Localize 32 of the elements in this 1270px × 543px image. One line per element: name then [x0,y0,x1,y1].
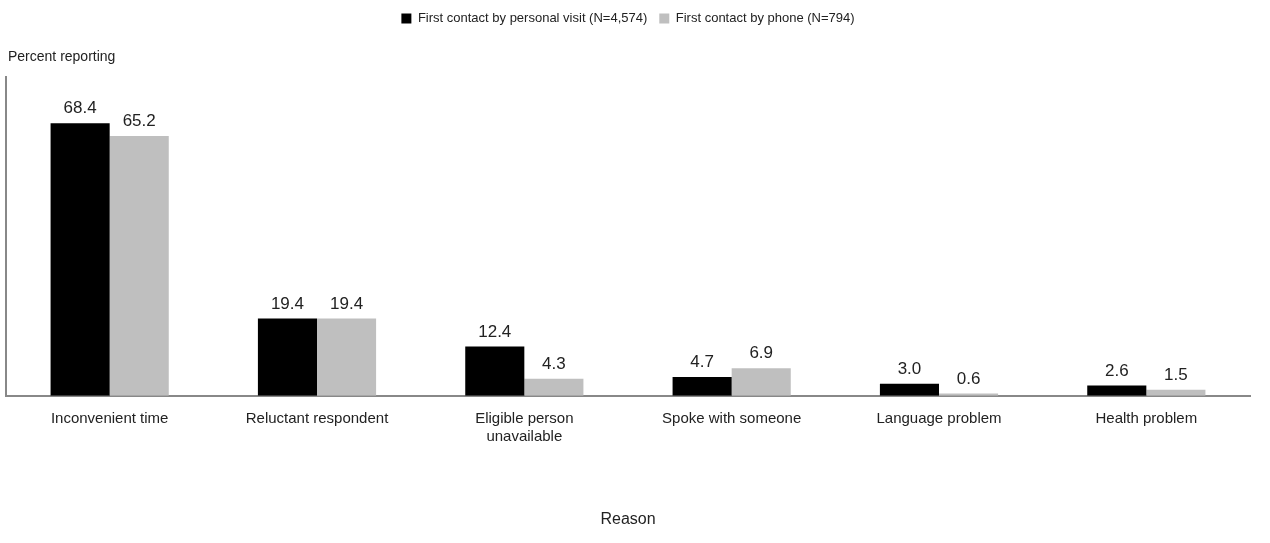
bar [257,318,317,396]
x-tick-label: Reluctant respondent [245,408,390,426]
data-label: 3.0 [897,359,922,379]
data-label: 6.9 [749,343,774,363]
legend-label: First contact by personal visit (N=4,574) [417,10,648,26]
data-label: 68.4 [63,98,97,118]
y-axis-title: Percent reporting [8,47,116,64]
data-label: 19.4 [330,293,364,313]
bar [109,135,169,396]
data-label: 12.4 [478,321,512,341]
x-tick-label: Language problem [876,408,1002,426]
data-label: 4.7 [690,352,714,372]
data-label: 4.3 [542,353,566,373]
bar [1087,385,1147,396]
bar [672,377,732,396]
x-tick-label: Health problem [1095,408,1198,426]
data-label: 65.2 [122,111,156,131]
x-tick-label: Spoke with someone [662,408,802,426]
data-label: 0.6 [956,368,981,388]
bar [317,318,377,396]
bar [50,123,110,396]
data-label: 2.6 [1104,360,1129,380]
x-axis-title: Reason [600,509,656,527]
bar [465,346,525,396]
bar [524,378,584,396]
x-tick-label: Eligible person unavailable [475,408,574,444]
bar [731,368,791,396]
bar [879,383,939,396]
data-label: 19.4 [270,293,304,313]
x-tick-label: Inconvenient time [50,408,169,426]
data-label: 1.5 [1164,365,1188,385]
legend-label: First contact by phone (N=794) [675,10,855,26]
